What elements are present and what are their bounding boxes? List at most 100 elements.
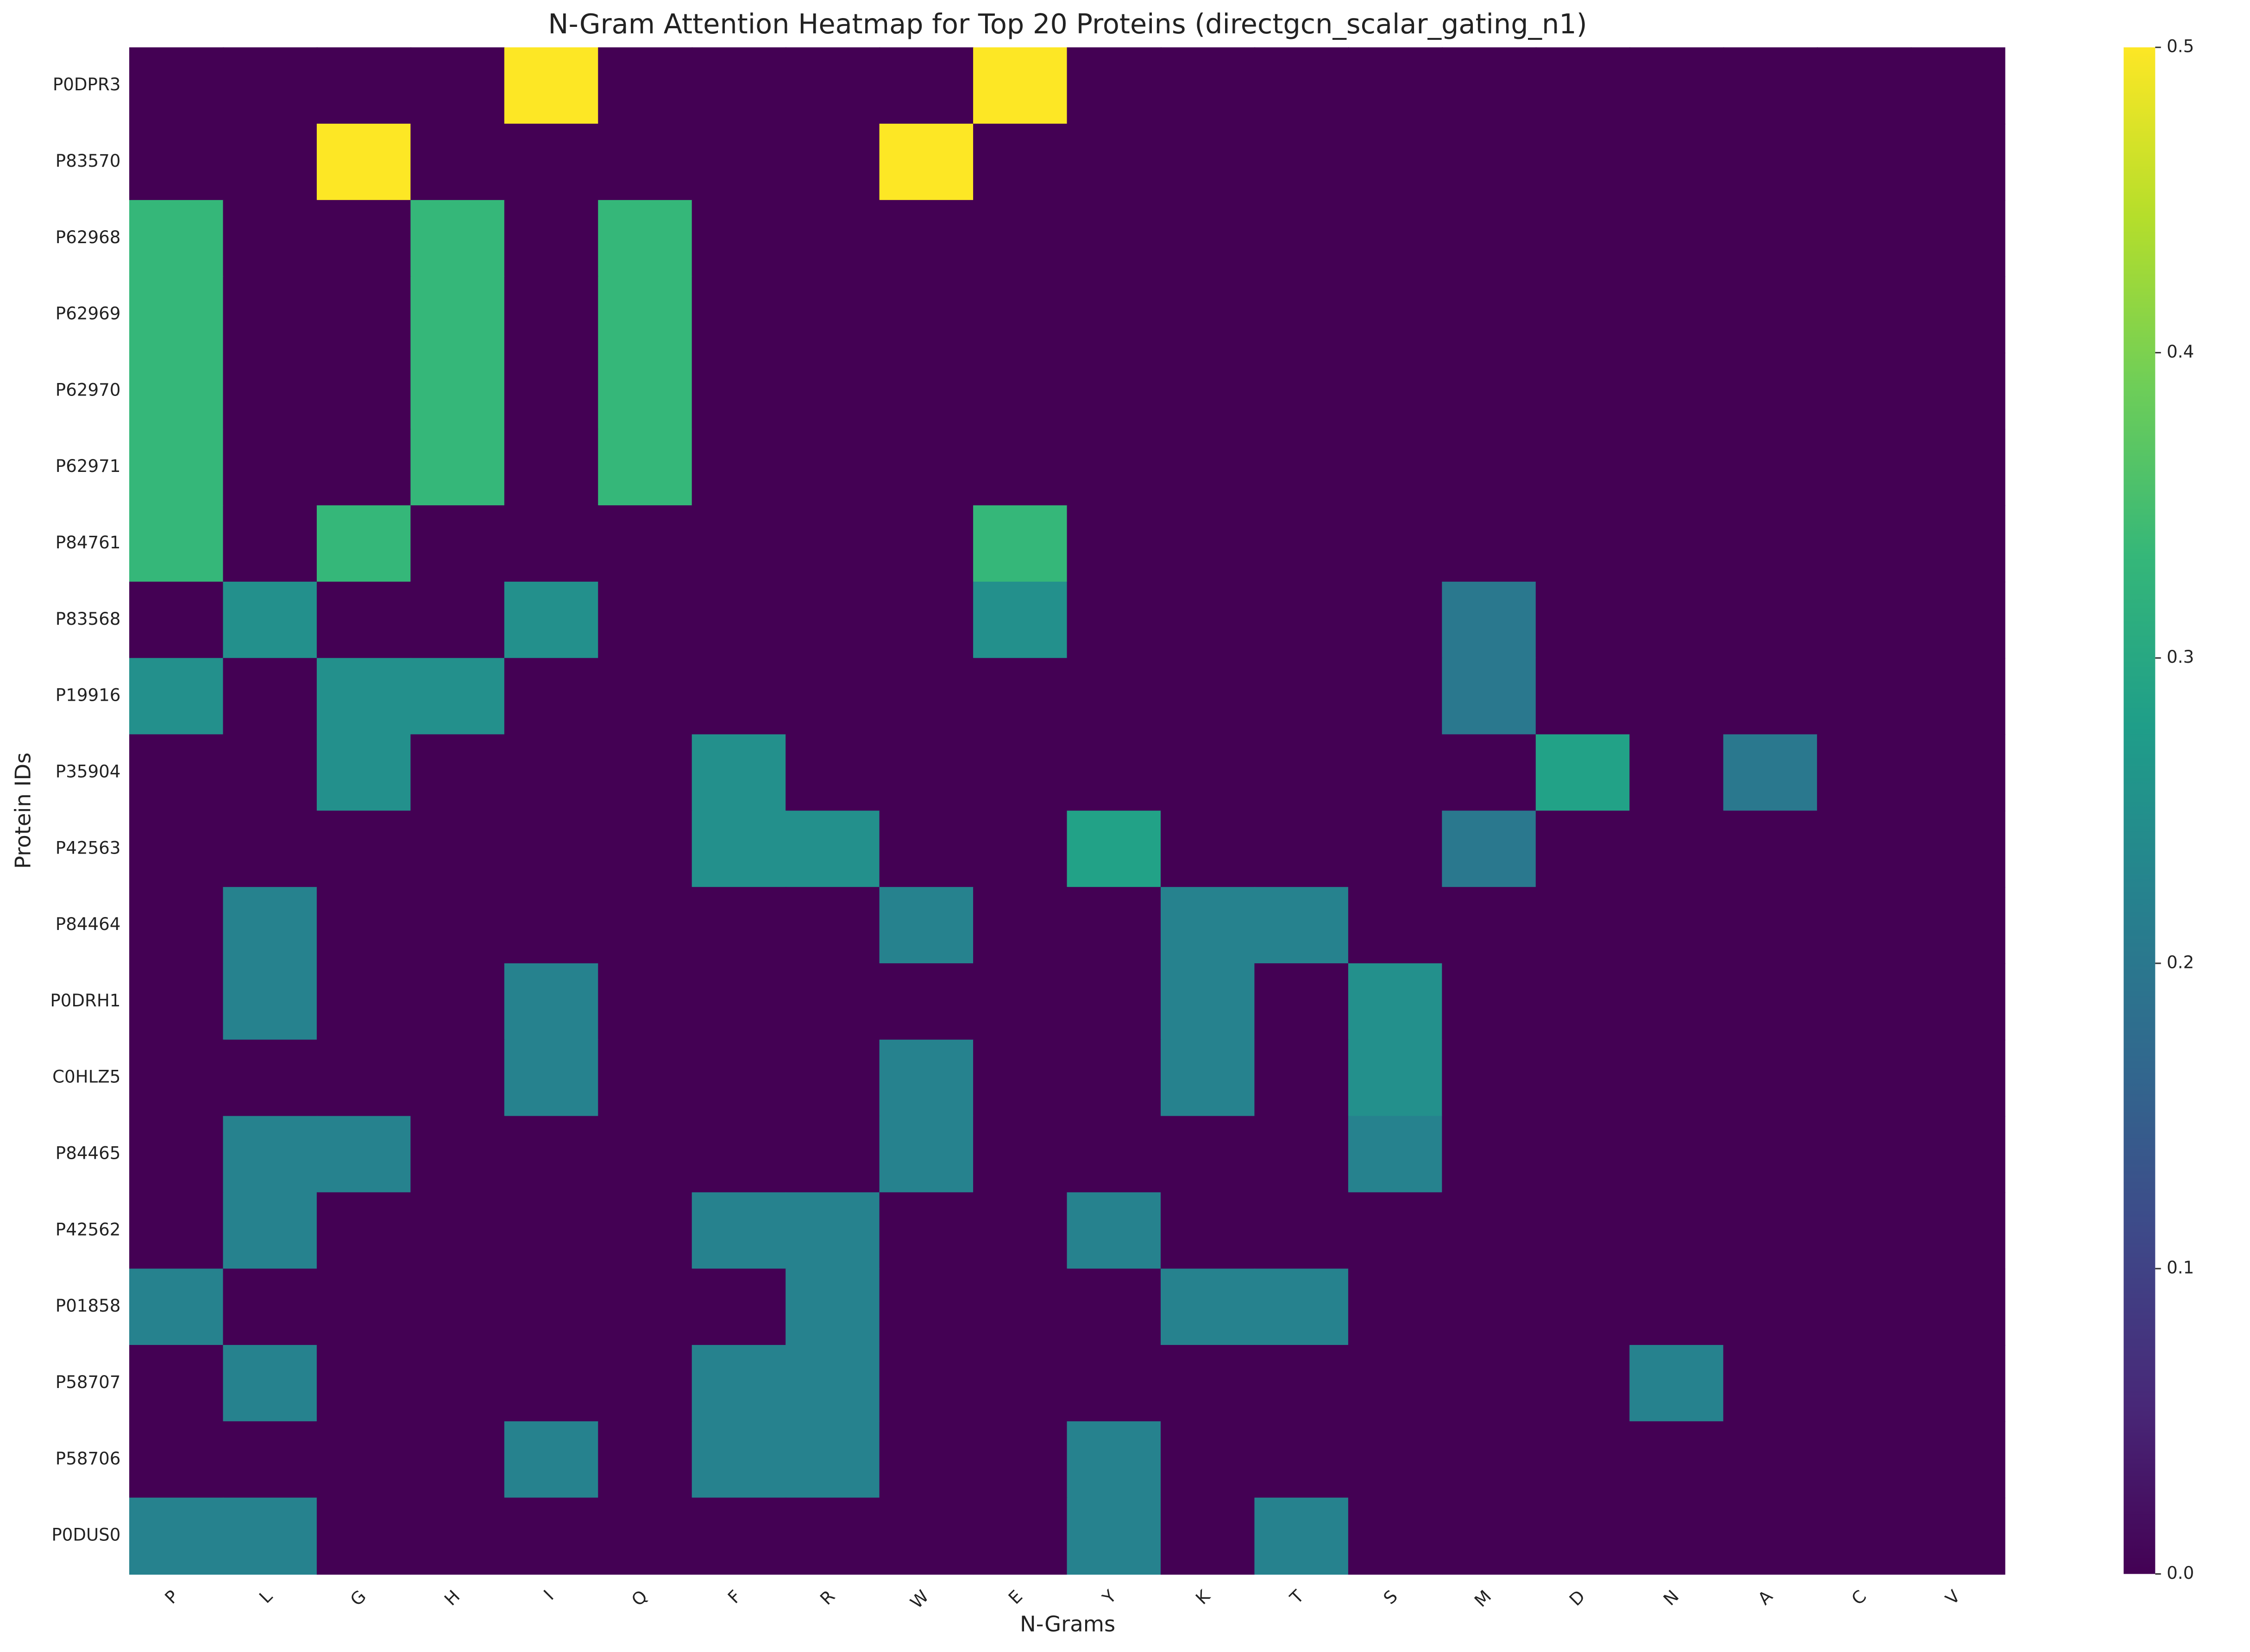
heatmap-cell — [1817, 352, 1912, 430]
heatmap-cell — [410, 505, 505, 583]
x-tick-label: N — [1659, 1586, 1683, 1610]
heatmap-cell — [1348, 581, 1443, 659]
heatmap-cell — [598, 658, 693, 735]
y-tick-label: P01858 — [56, 1295, 121, 1316]
heatmap-cell — [129, 1039, 224, 1117]
y-tick-label: P84464 — [56, 914, 121, 934]
heatmap-cell — [1254, 963, 1349, 1041]
heatmap-cell — [1067, 1421, 1162, 1499]
heatmap-cell — [504, 352, 599, 430]
heatmap-cell — [1911, 1192, 2005, 1269]
heatmap-cell — [223, 1039, 318, 1117]
heatmap-cell — [786, 47, 880, 125]
heatmap-cell — [1348, 1269, 1443, 1346]
x-tick-label: Y — [1098, 1586, 1120, 1608]
heatmap-cell — [1911, 47, 2005, 125]
x-tick-label: M — [1471, 1586, 1496, 1611]
heatmap-cell — [879, 1497, 974, 1575]
heatmap-cell — [1348, 810, 1443, 888]
heatmap-cell — [1442, 1116, 1537, 1193]
heatmap-cell — [1911, 734, 2005, 811]
heatmap-cell — [1723, 429, 1818, 506]
y-tick-label: P62969 — [56, 303, 121, 324]
heatmap-cell — [691, 963, 786, 1041]
heatmap-cell — [1817, 963, 1912, 1041]
heatmap-cell — [973, 276, 1068, 354]
heatmap-cell — [598, 276, 693, 354]
heatmap-cell — [129, 1192, 224, 1269]
heatmap-cell — [691, 658, 786, 735]
heatmap-cell — [973, 734, 1068, 811]
heatmap-cell — [1067, 1039, 1162, 1117]
heatmap-cell — [1723, 1039, 1818, 1117]
y-tick-label: P19916 — [56, 685, 121, 705]
heatmap-cell — [504, 47, 599, 125]
heatmap-cell — [786, 1497, 880, 1575]
heatmap-cell — [316, 581, 411, 659]
heatmap-cell — [1629, 1421, 1724, 1499]
heatmap-cell — [1254, 505, 1349, 583]
heatmap-cell — [223, 1192, 318, 1269]
heatmap-cell — [1067, 124, 1162, 201]
heatmap-cell — [879, 1345, 974, 1422]
heatmap-cell — [504, 276, 599, 354]
heatmap-cell — [1629, 47, 1724, 125]
heatmap-cell — [1067, 200, 1162, 277]
heatmap-cell — [410, 887, 505, 964]
heatmap-cell — [1442, 810, 1537, 888]
heatmap-cell — [1348, 200, 1443, 277]
heatmap-cell — [879, 276, 974, 354]
heatmap-cell — [1535, 810, 1630, 888]
heatmap-cell — [1629, 581, 1724, 659]
heatmap-cell — [1911, 1116, 2005, 1193]
y-tick-label: P62968 — [56, 227, 121, 247]
heatmap-cell — [1067, 47, 1162, 125]
heatmap-cell — [1254, 1116, 1349, 1193]
heatmap-cell — [786, 734, 880, 811]
heatmap-cell — [1442, 352, 1537, 430]
heatmap-cell — [223, 505, 318, 583]
heatmap-cell — [316, 505, 411, 583]
heatmap-cell — [1160, 47, 1255, 125]
heatmap-cell — [786, 1421, 880, 1499]
heatmap-cell — [973, 887, 1068, 964]
heatmap-cell — [1254, 887, 1349, 964]
heatmap-cell — [1442, 429, 1537, 506]
heatmap-cell — [1629, 276, 1724, 354]
heatmap-cell — [1535, 124, 1630, 201]
heatmap-cell — [1723, 1497, 1818, 1575]
heatmap-cell — [316, 200, 411, 277]
heatmap-cell — [1535, 276, 1630, 354]
heatmap-cell — [223, 734, 318, 811]
heatmap-cell — [1723, 1269, 1818, 1346]
heatmap-cell — [598, 581, 693, 659]
heatmap-cell — [129, 1269, 224, 1346]
heatmap-cell — [223, 429, 318, 506]
heatmap-cell — [786, 887, 880, 964]
heatmap-cell — [504, 581, 599, 659]
heatmap-cell — [1911, 810, 2005, 888]
heatmap-cell — [879, 1192, 974, 1269]
heatmap-cell — [1535, 429, 1630, 506]
heatmap-cell — [504, 963, 599, 1041]
heatmap-cell — [691, 734, 786, 811]
heatmap-cell — [786, 810, 880, 888]
heatmap-cell — [1723, 581, 1818, 659]
heatmap-cell — [129, 810, 224, 888]
heatmap-cell — [598, 429, 693, 506]
heatmap-cell — [879, 1269, 974, 1346]
heatmap-cell — [1067, 658, 1162, 735]
heatmap-cell — [786, 963, 880, 1041]
heatmap-cell — [879, 200, 974, 277]
heatmap-cell — [1442, 734, 1537, 811]
heatmap-cell — [1911, 1421, 2005, 1499]
heatmap-cell — [1348, 505, 1443, 583]
heatmap-cell — [691, 1192, 786, 1269]
heatmap-cell — [1254, 1497, 1349, 1575]
heatmap-cell — [973, 1421, 1068, 1499]
heatmap-cell — [1535, 1497, 1630, 1575]
heatmap-cell — [410, 352, 505, 430]
heatmap-cell — [410, 1497, 505, 1575]
heatmap-cell — [129, 47, 224, 125]
heatmap-cell — [1817, 1116, 1912, 1193]
